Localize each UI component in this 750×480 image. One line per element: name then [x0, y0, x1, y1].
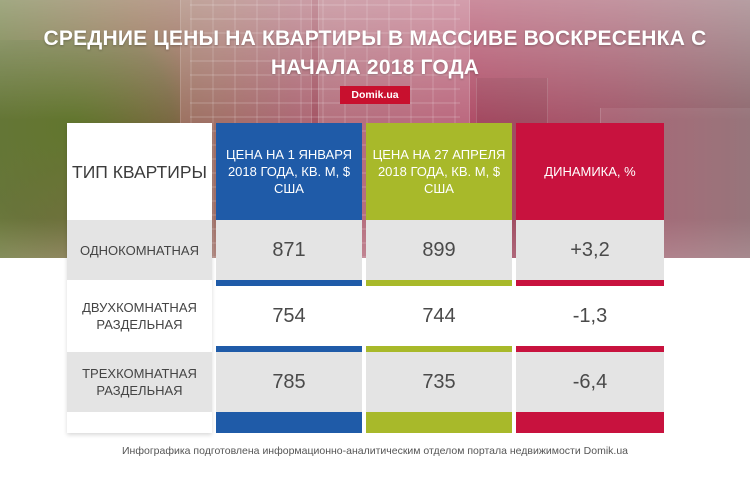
footer-credit: Инфографика подготовлена информационно-а…: [122, 445, 628, 457]
table-cell-jan: 871: [216, 220, 362, 280]
table-cell-dynamics: -6,4: [516, 352, 664, 412]
header-apr: ЦЕНА НА 27 АПРЕЛЯ 2018 ГОДА, КВ. М, $ СШ…: [366, 123, 512, 220]
row-type-label: ОДНОКОМНАТНАЯ: [80, 242, 199, 258]
header-type-label: ТИП КВАРТИРЫ: [72, 161, 207, 182]
header-dynamics-label: ДИНАМИКА, %: [544, 164, 636, 179]
table-row-type: ТРЕХКОМНАТНАЯ РАЗДЕЛЬНАЯ: [67, 352, 212, 412]
header-jan-label: ЦЕНА НА 1 ЯНВАРЯ 2018 ГОДА, КВ. М, $ США: [226, 147, 352, 196]
row-type-label: ТРЕХКОМНАТНАЯ РАЗДЕЛЬНАЯ: [82, 366, 197, 398]
table-row-type: ОДНОКОМНАТНАЯ: [67, 220, 212, 280]
table-cell-dynamics: +3,2: [516, 220, 664, 280]
page-title: СРЕДНИЕ ЦЕНЫ НА КВАРТИРЫ В МАССИВЕ ВОСКР…: [43, 27, 707, 79]
header-dynamics: ДИНАМИКА, %: [516, 123, 664, 220]
brand-badge: Domik.ua: [340, 86, 410, 104]
header-jan: ЦЕНА НА 1 ЯНВАРЯ 2018 ГОДА, КВ. М, $ США: [216, 123, 362, 220]
table-cell-apr: 735: [366, 352, 512, 412]
row-type-label: ДВУХКОМНАТНАЯ РАЗДЕЛЬНАЯ: [82, 300, 197, 332]
table-cell-dynamics: -1,3: [516, 286, 664, 346]
table-cell-jan: 785: [216, 352, 362, 412]
table-row-type: ДВУХКОМНАТНАЯ РАЗДЕЛЬНАЯ: [67, 286, 212, 346]
header-apr-label: ЦЕНА НА 27 АПРЕЛЯ 2018 ГОДА, КВ. М, $ СШ…: [372, 147, 506, 196]
table-cell-apr: 744: [366, 286, 512, 346]
table-cell-apr: 899: [366, 220, 512, 280]
header-type: ТИП КВАРТИРЫ: [67, 123, 212, 220]
table-cell-jan: 754: [216, 286, 362, 346]
